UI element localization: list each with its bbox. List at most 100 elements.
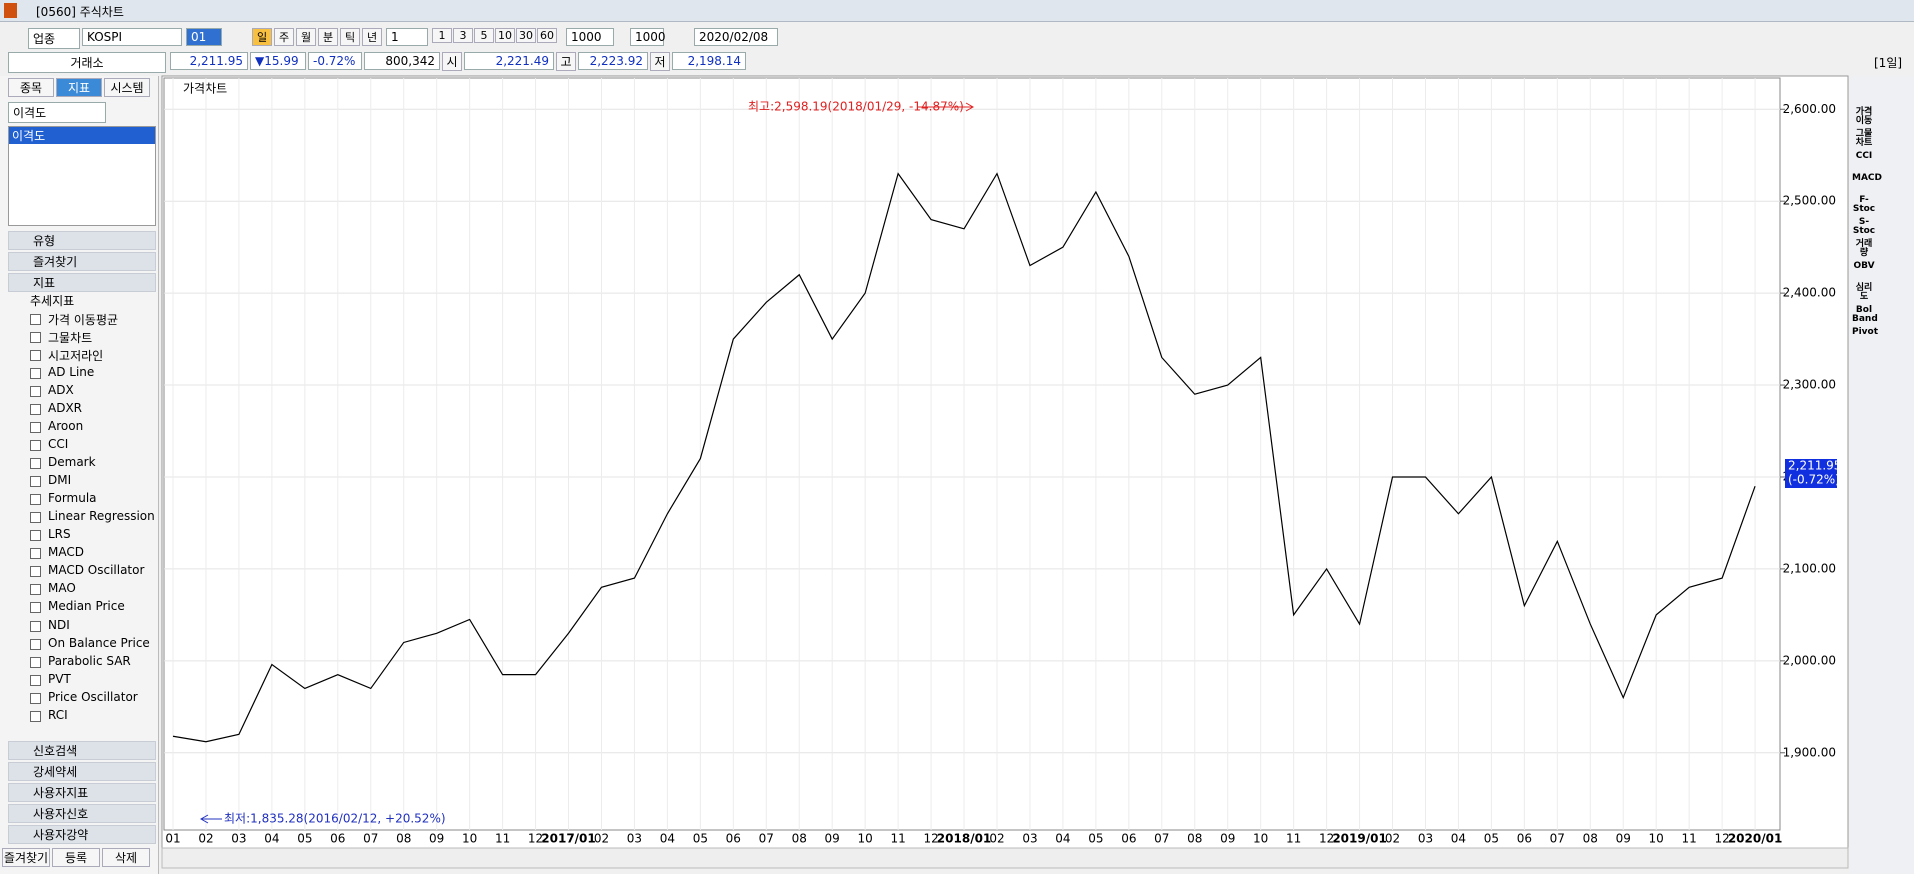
checkbox[interactable] [30, 710, 41, 722]
checkbox[interactable] [30, 422, 41, 434]
indicator-item[interactable]: ADX [48, 383, 74, 398]
tool-button[interactable]: Bol Band [1852, 305, 1878, 324]
checkbox[interactable] [30, 350, 41, 362]
open: 2,221.49 [464, 52, 554, 70]
tool-button[interactable]: F-Stoc [1852, 195, 1876, 214]
checkbox[interactable] [30, 674, 41, 686]
indicator-item[interactable]: Aroon [48, 419, 84, 434]
group-header[interactable]: 사용자강약 [8, 825, 156, 844]
sidebar-tab[interactable]: 종목 [8, 78, 54, 97]
tool-button[interactable]: MACD [1852, 173, 1882, 183]
checkbox[interactable] [30, 386, 41, 398]
checkbox[interactable] [30, 638, 41, 650]
checkbox[interactable] [30, 440, 41, 452]
group-header[interactable]: 즐겨찾기 [8, 252, 156, 271]
sidebar-button[interactable]: 등록 [52, 848, 100, 867]
group-header[interactable]: 사용자신호 [8, 804, 156, 823]
indicator-item[interactable]: 가격 이동평균 [48, 313, 119, 327]
scroll-bar[interactable] [161, 847, 1849, 869]
checkbox[interactable] [30, 530, 41, 542]
code-input[interactable]: 01 [186, 28, 222, 46]
indicator-item[interactable]: LRS [48, 527, 71, 542]
selected-item[interactable]: 이격도 [9, 127, 155, 144]
group-header[interactable]: 유형 [8, 231, 156, 250]
sidebar-button[interactable]: 즐겨찾기 [2, 848, 50, 867]
indicator-item[interactable]: NDI [48, 617, 70, 632]
checkbox[interactable] [30, 494, 41, 506]
step-button[interactable]: 60 [537, 28, 557, 43]
tool-button[interactable]: CCI [1855, 151, 1873, 161]
sidebar-tab[interactable]: 지표 [56, 78, 102, 97]
title-bar: [0560] 주식차트 [0, 0, 1914, 22]
checkbox[interactable] [30, 314, 41, 325]
tool-button[interactable]: S-Stoc [1852, 217, 1876, 236]
checkbox[interactable] [30, 476, 41, 488]
count-input[interactable]: 1000 [566, 28, 614, 46]
y-tick-label: 2,600.00 [1783, 102, 1836, 116]
subgroup[interactable]: 추세지표 [30, 294, 75, 308]
interval-select[interactable]: 1 [386, 28, 428, 46]
checkbox[interactable] [30, 566, 41, 578]
step-button[interactable]: 10 [495, 28, 515, 43]
indicator-item[interactable]: RCI [48, 707, 68, 722]
high-arrowhead [965, 102, 975, 112]
indicator-item[interactable]: MACD Oscillator [48, 563, 145, 578]
date-input[interactable]: 2020/02/08 [694, 28, 778, 46]
tool-button[interactable]: 거래량 [1855, 239, 1873, 258]
step-button[interactable]: 5 [474, 28, 494, 43]
checkbox[interactable] [30, 404, 41, 416]
indicator-item[interactable]: CCI [48, 437, 69, 452]
indicator-item[interactable]: Price Oscillator [48, 689, 138, 704]
indicator-item[interactable]: MACD [48, 545, 84, 560]
indicator-item[interactable]: Demark [48, 455, 96, 470]
indicator-item[interactable]: Linear Regression [48, 509, 155, 524]
period-button[interactable]: 주 [274, 28, 294, 46]
period-button[interactable]: 년 [362, 28, 382, 46]
indicator-item[interactable]: Parabolic SAR [48, 653, 131, 668]
count2-input[interactable]: 1000 [630, 28, 666, 46]
tool-button[interactable]: OBV [1853, 261, 1875, 271]
group-header[interactable]: 강세약세 [8, 762, 156, 781]
tool-button[interactable]: 그물차트 [1855, 129, 1873, 148]
step-button[interactable]: 30 [516, 28, 536, 43]
sidebar-tab[interactable]: 시스템 [104, 78, 150, 97]
sidebar-button[interactable]: 삭제 [102, 848, 150, 867]
checkbox[interactable] [30, 332, 41, 344]
indicator-item[interactable]: On Balance Price [48, 635, 150, 650]
indicator-item[interactable]: Median Price [48, 599, 125, 614]
tool-button[interactable]: 가격이동 [1855, 107, 1873, 126]
group-header[interactable]: 사용자지표 [8, 783, 156, 802]
checkbox[interactable] [30, 692, 41, 704]
indicator-item[interactable]: PVT [48, 671, 71, 686]
tool-button[interactable]: Pivot [1852, 327, 1879, 337]
indicator-item[interactable]: 시고저라인 [48, 349, 104, 364]
checkbox[interactable] [30, 620, 41, 632]
period-button[interactable]: 틱 [340, 28, 360, 46]
x-tick-label: 11 [495, 832, 510, 846]
checkbox[interactable] [30, 548, 41, 560]
step-button[interactable]: 3 [453, 28, 473, 43]
indicator-item[interactable]: DMI [48, 473, 72, 488]
indicator-item[interactable]: MAO [48, 581, 76, 596]
checkbox[interactable] [30, 656, 41, 668]
checkbox[interactable] [30, 602, 41, 614]
period-button[interactable]: 일 [252, 28, 272, 46]
indicator-item[interactable]: Formula [48, 491, 97, 506]
search-input[interactable]: 이격도 [8, 102, 106, 123]
step-button[interactable]: 1 [432, 28, 452, 43]
checkbox[interactable] [30, 368, 41, 380]
x-tick-label: 04 [1055, 832, 1070, 846]
checkbox[interactable] [30, 458, 41, 470]
symbol-select[interactable]: KOSPI [82, 28, 182, 46]
market-select[interactable]: 업종 [28, 28, 80, 49]
group-header[interactable]: 지표 [8, 273, 156, 292]
indicator-item[interactable]: 그물차트 [48, 331, 93, 346]
period-button[interactable]: 월 [296, 28, 316, 46]
checkbox[interactable] [30, 584, 41, 596]
tool-button[interactable]: 심리도 [1855, 283, 1873, 302]
checkbox[interactable] [30, 512, 41, 524]
group-header[interactable]: 신호검색 [8, 741, 156, 760]
indicator-item[interactable]: AD Line [48, 365, 95, 380]
period-button[interactable]: 분 [318, 28, 338, 46]
indicator-item[interactable]: ADXR [48, 401, 83, 416]
